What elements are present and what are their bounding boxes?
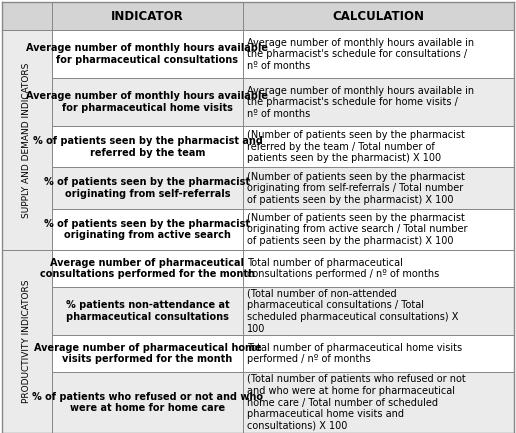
Bar [243, 126, 514, 168]
Bar [52, 335, 243, 372]
Bar [243, 168, 514, 209]
Text: % patients non-attendance at
pharmaceutical consultations: % patients non-attendance at pharmaceuti… [66, 301, 229, 322]
Text: Total number of pharmaceutical home visits
performed / nº of months: Total number of pharmaceutical home visi… [247, 343, 462, 364]
Bar [243, 209, 514, 250]
Text: CALCULATION: CALCULATION [332, 10, 425, 23]
Text: Average number of pharmaceutical home
visits performed for the month: Average number of pharmaceutical home vi… [34, 343, 261, 364]
Bar [52, 250, 243, 287]
Text: (Number of patients seen by the pharmacist
referred by the team / Total number o: (Number of patients seen by the pharmaci… [247, 130, 465, 163]
Bar [52, 168, 243, 209]
Text: % of patients seen by the pharmacist
originating from self-referrals: % of patients seen by the pharmacist ori… [44, 178, 250, 199]
Text: Average number of monthly hours available
for pharmaceutical consultations: Average number of monthly hours availabl… [26, 43, 268, 65]
Bar [243, 2, 514, 30]
Text: PRODUCTIVITY INDICATORS: PRODUCTIVITY INDICATORS [23, 280, 31, 403]
Bar [243, 287, 514, 335]
Bar [52, 209, 243, 250]
Text: % of patients seen by the pharmacist
originating from active search: % of patients seen by the pharmacist ori… [44, 219, 250, 240]
Bar [243, 250, 514, 287]
Text: Average number of pharmaceutical
consultations performed for the month: Average number of pharmaceutical consult… [40, 258, 255, 279]
Bar [2, 30, 52, 250]
Text: Average number of monthly hours available in
the pharmacist's schedule for consu: Average number of monthly hours availabl… [247, 38, 474, 71]
Bar [2, 2, 52, 30]
Bar [52, 30, 243, 78]
Text: Average number of monthly hours available
for pharmaceutical home visits: Average number of monthly hours availabl… [26, 91, 268, 113]
Text: (Number of patients seen by the pharmacist
originating from active search / Tota: (Number of patients seen by the pharmaci… [247, 213, 467, 246]
Bar [243, 30, 514, 78]
Text: (Number of patients seen by the pharmacist
originating from self-referrals / Tot: (Number of patients seen by the pharmaci… [247, 171, 465, 205]
Bar [52, 2, 243, 30]
Text: INDICATOR: INDICATOR [111, 10, 184, 23]
Text: (Total number of non-attended
pharmaceutical consultations / Total
scheduled pha: (Total number of non-attended pharmaceut… [247, 289, 458, 333]
Text: % of patients who refused or not and who
were at home for home care: % of patients who refused or not and who… [32, 392, 263, 414]
Bar [52, 287, 243, 335]
Text: (Total number of patients who refused or not
and who were at home for pharmaceut: (Total number of patients who refused or… [247, 374, 466, 431]
Bar [243, 335, 514, 372]
Bar [52, 126, 243, 168]
Bar [52, 372, 243, 433]
Text: % of patients seen by the pharmacist and
referred by the team: % of patients seen by the pharmacist and… [33, 136, 263, 158]
Bar [243, 78, 514, 126]
Text: SUPPLY AND DEMAND INDICATORS: SUPPLY AND DEMAND INDICATORS [23, 62, 31, 218]
Bar [52, 78, 243, 126]
Text: Total number of pharmaceutical
consultations performed / nº of months: Total number of pharmaceutical consultat… [247, 258, 439, 279]
Bar [2, 250, 52, 433]
Text: Average number of monthly hours available in
the pharmacist's schedule for home : Average number of monthly hours availabl… [247, 86, 474, 119]
Bar [243, 372, 514, 433]
